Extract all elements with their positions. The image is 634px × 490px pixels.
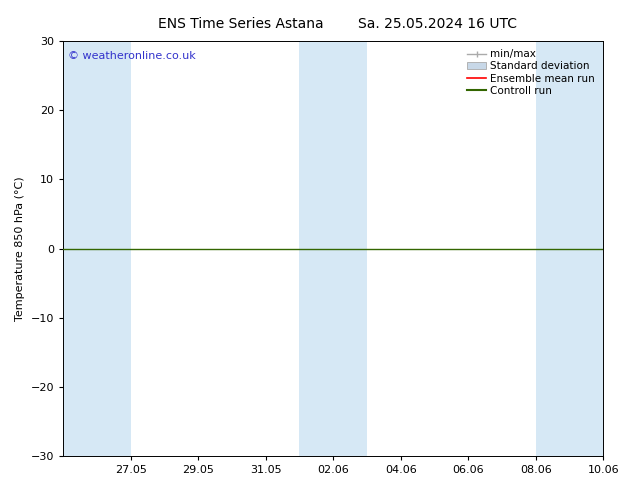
Text: © weatheronline.co.uk: © weatheronline.co.uk: [68, 51, 197, 61]
Y-axis label: Temperature 850 hPa (°C): Temperature 850 hPa (°C): [15, 176, 25, 321]
Legend: min/max, Standard deviation, Ensemble mean run, Controll run: min/max, Standard deviation, Ensemble me…: [464, 46, 598, 99]
Bar: [536, 41, 603, 456]
Bar: [299, 41, 367, 456]
Bar: [63, 41, 131, 456]
Text: ENS Time Series Astana: ENS Time Series Astana: [158, 17, 324, 31]
Text: Sa. 25.05.2024 16 UTC: Sa. 25.05.2024 16 UTC: [358, 17, 517, 31]
